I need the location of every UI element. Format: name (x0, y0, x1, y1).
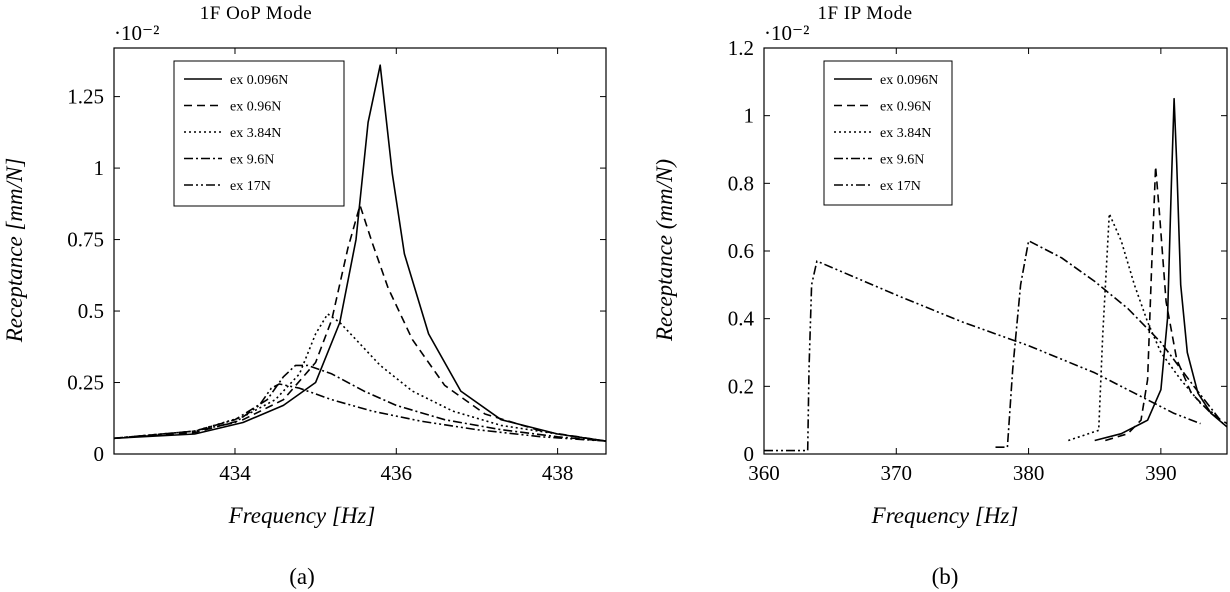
y-tick-label: 0 (744, 442, 755, 466)
chart-1f-ip-mode: 1F IP Mode ·10⁻² 360 370 380 390 0 0.2 0.4 0.6 0… (652, 3, 1228, 589)
legend-entry: ex 17N (880, 179, 921, 194)
chart-title: 1F IP Mode (817, 3, 912, 24)
y-tick-label: 0.8 (728, 171, 754, 195)
y-tick-label: 0.6 (728, 239, 754, 263)
series-group (114, 64, 606, 442)
y-tick-label: 1 (744, 104, 755, 128)
y-axis-label: Receptance [mm/N] (2, 158, 27, 344)
y-tick-label: 0.2 (728, 374, 754, 398)
legend-box (173, 60, 345, 207)
series-line-5 (764, 260, 1201, 452)
legend-entry: ex 0.96N (230, 100, 281, 115)
series-line-4 (995, 240, 1224, 449)
legend-entry: ex 3.84N (230, 126, 281, 141)
series-line-1 (114, 64, 606, 442)
x-tick-label: 360 (748, 461, 780, 485)
y-tick-label: 0.5 (78, 299, 104, 323)
series-group (764, 97, 1227, 452)
plot-frame (113, 47, 607, 455)
legend-entry: ex 17N (230, 179, 271, 194)
legend-entry: ex 0.096N (880, 73, 938, 88)
legend-entry: ex 0.096N (230, 73, 288, 88)
x-tick-label: 438 (542, 461, 574, 485)
x-tick-label: 436 (381, 461, 413, 485)
y-tick-label: 0.25 (67, 371, 104, 395)
x-tick-label: 434 (219, 461, 251, 485)
series-line-2 (114, 204, 606, 442)
series-line-2 (1105, 165, 1227, 442)
y-tick-label: 1 (94, 156, 105, 180)
legend-box (823, 60, 953, 206)
y-scale-label: ·10⁻² (764, 21, 809, 45)
series-line-4 (114, 364, 606, 442)
legend-entry: ex 9.6N (880, 153, 924, 168)
series-line-3 (1068, 213, 1219, 442)
legend: ex 0.096N ex 0.96N ex 3.84N ex 9.6N ex 17N (823, 60, 953, 206)
y-tick-label: 0 (94, 442, 105, 466)
subfigure-caption: (a) (289, 564, 315, 589)
legend: ex 0.096N ex 0.96N ex 3.84N ex 9.6N ex 17N (173, 60, 345, 207)
chart-1f-oop-mode: 1F OoP Mode ·10⁻² 434 436 438 0 0.25 0.5 0.75 1… (2, 3, 607, 589)
subfigure-caption: (b) (932, 564, 959, 589)
series-line-1 (1094, 97, 1227, 442)
legend-entry: ex 3.84N (880, 126, 931, 141)
series-line-5 (114, 383, 606, 442)
x-axis-label: Frequency [Hz] (871, 503, 1019, 528)
y-scale-label: ·10⁻² (114, 21, 159, 45)
x-tick-label: 390 (1145, 461, 1177, 485)
y-tick-label: 1.2 (728, 36, 754, 60)
y-axis-label: Receptance (mm/N) (652, 159, 677, 342)
series-line-3 (114, 313, 606, 442)
x-tick-label: 380 (1013, 461, 1045, 485)
y-tick-label: 0.75 (67, 228, 104, 252)
chart-title: 1F OoP Mode (200, 3, 312, 24)
x-tick-label: 370 (881, 461, 913, 485)
y-tick-label: 0.4 (728, 307, 755, 331)
legend-entry: ex 9.6N (230, 153, 274, 168)
x-axis-label: Frequency [Hz] (228, 503, 376, 528)
legend-entry: ex 0.96N (880, 100, 931, 115)
y-tick-label: 1.25 (67, 85, 104, 109)
